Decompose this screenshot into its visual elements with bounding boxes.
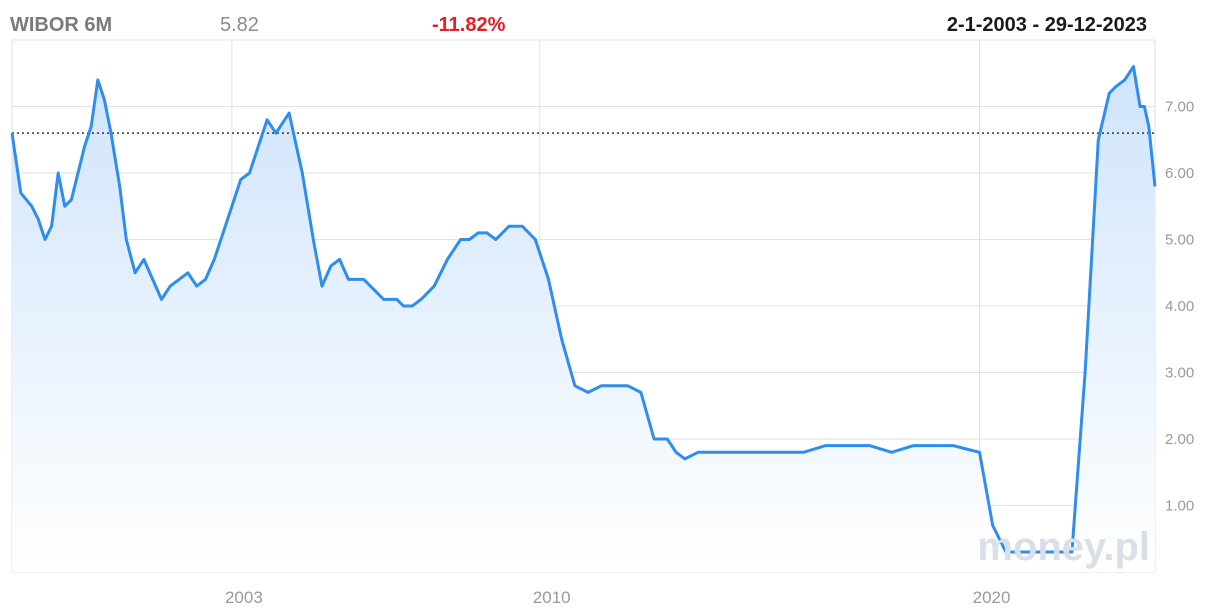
x-axis: 2003 2010 2020 — [225, 588, 1010, 607]
percent-change: -11.82% — [432, 14, 506, 36]
y-axis: 1.00 2.00 3.00 4.00 5.00 6.00 7.00 — [1165, 99, 1194, 515]
rate-series-line[interactable] — [10, 65, 1157, 554]
y-tick-label: 3.00 — [1165, 365, 1194, 382]
watermark-logo: money.pl — [977, 525, 1150, 569]
x-tick-label: 2020 — [973, 588, 1011, 607]
y-tick-label: 5.00 — [1165, 232, 1194, 249]
chart-header: WIBOR 6M 5.82 -11.82% 2-1-2003 - 29-12-2… — [0, 0, 1205, 40]
current-value: 5.82 — [220, 14, 259, 36]
y-tick-label: 1.00 — [1165, 498, 1194, 515]
instrument-title: WIBOR 6M — [10, 14, 113, 36]
y-tick-label: 7.00 — [1165, 99, 1194, 116]
y-tick-label: 6.00 — [1165, 165, 1194, 182]
area-fill — [12, 66, 1155, 572]
x-tick-label: 2010 — [533, 588, 571, 607]
y-tick-label: 2.00 — [1165, 431, 1194, 448]
y-tick-label: 4.00 — [1165, 298, 1194, 315]
date-range[interactable]: 2-1-2003 - 29-12-2023 — [946, 14, 1147, 36]
x-tick-label: 2003 — [225, 588, 263, 607]
